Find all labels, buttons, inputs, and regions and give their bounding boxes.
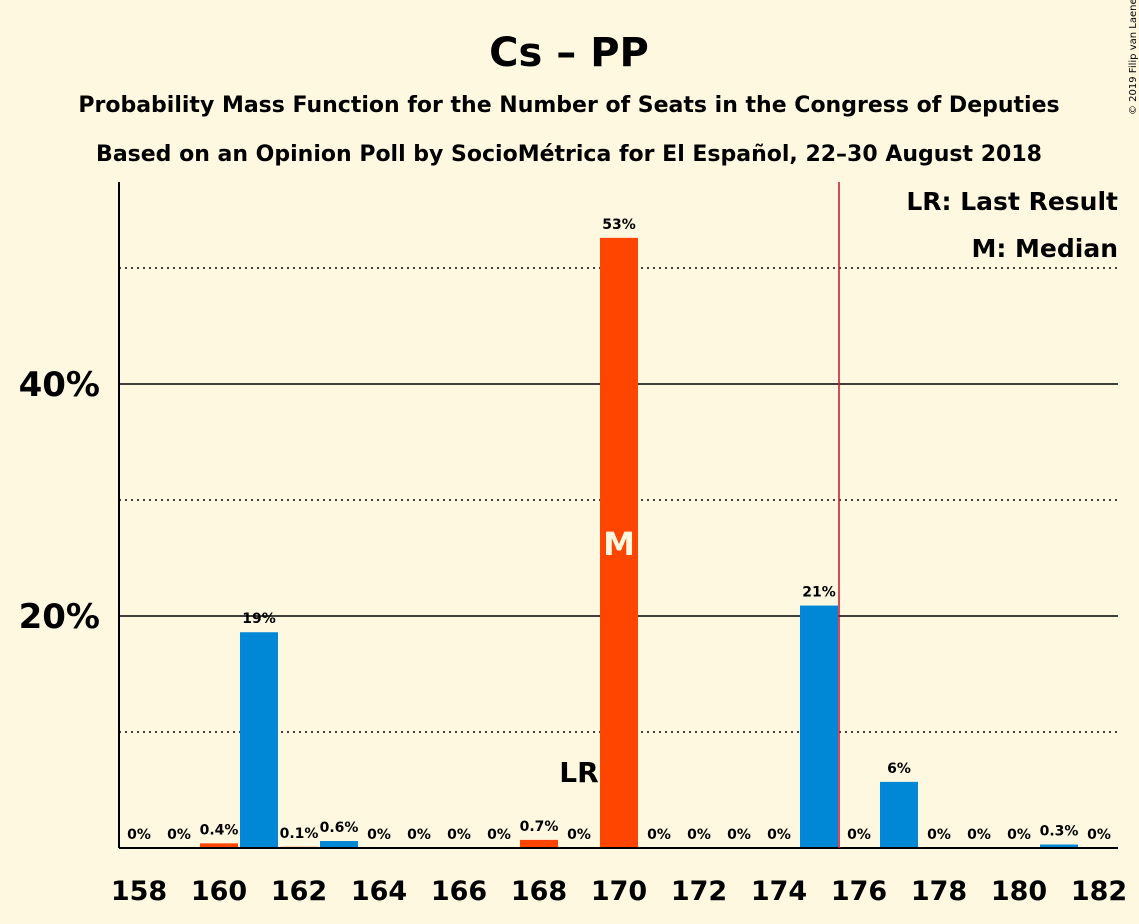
x-tick-176: 176: [831, 876, 887, 907]
value-label-166: 0%: [447, 827, 471, 843]
x-tick-172: 172: [671, 876, 727, 907]
bar-161: [240, 632, 278, 848]
axes: [118, 182, 1118, 849]
x-tick-180: 180: [991, 876, 1047, 907]
legend-median: M: Median: [971, 234, 1118, 263]
legend-last-result: LR: Last Result: [906, 187, 1118, 216]
value-label-165: 0%: [407, 827, 431, 843]
value-label-169: 0%: [567, 827, 591, 843]
copyright-notice: © 2019 Filip van Laenen: [1128, 0, 1139, 115]
value-label-158: 0%: [127, 827, 151, 843]
value-label-171: 0%: [647, 827, 671, 843]
value-label-168: 0.7%: [520, 819, 559, 835]
x-tick-162: 162: [271, 876, 327, 907]
y-tick-40: 40%: [19, 365, 100, 405]
last-result-marker: LR: [559, 756, 598, 789]
x-tick-174: 174: [751, 876, 807, 907]
x-tick-170: 170: [591, 876, 647, 907]
median-marker: M: [603, 525, 635, 563]
value-label-179: 0%: [967, 827, 991, 843]
y-tick-labels: 20% 40%: [19, 365, 100, 637]
value-label-182: 0%: [1087, 827, 1111, 843]
bar-170: [600, 237, 638, 849]
chart-subtitle-line1: Probability Mass Function for the Number…: [78, 93, 1059, 118]
value-label-177: 6%: [887, 761, 911, 777]
chart-subtitle-line2: Based on an Opinion Poll by SocioMétrica…: [96, 142, 1042, 167]
bar-168: [520, 839, 558, 848]
x-tick-168: 168: [511, 876, 567, 907]
x-tick-labels: 158 160 162 164 166 168 170 172 174 176 178 180 182: [111, 876, 1127, 907]
bar-163: [320, 841, 358, 848]
bar-177: [880, 781, 918, 848]
value-label-163: 0.6%: [320, 820, 359, 836]
value-label-161: 19%: [242, 611, 276, 627]
value-label-159: 0%: [167, 827, 191, 843]
bar-181: [1040, 844, 1078, 848]
bar-160: [200, 843, 238, 848]
x-tick-178: 178: [911, 876, 967, 907]
chart-title: Cs – PP: [489, 30, 649, 76]
x-tick-160: 160: [191, 876, 247, 907]
bars: [200, 237, 1078, 849]
x-tick-166: 166: [431, 876, 487, 907]
x-tick-158: 158: [111, 876, 167, 907]
x-tick-182: 182: [1071, 876, 1127, 907]
value-label-164: 0%: [367, 827, 391, 843]
value-label-167: 0%: [487, 827, 511, 843]
value-label-162: 0.1%: [280, 826, 319, 842]
value-label-170: 53%: [602, 217, 636, 233]
value-label-181: 0.3%: [1040, 824, 1079, 840]
value-labels: 0% 0% 0.4% 19% 0.1% 0.6% 0% 0% 0% 0% 0.7% 0% 53% 0% 0%…: [127, 217, 1111, 843]
value-label-178: 0%: [927, 827, 951, 843]
value-label-176: 0%: [847, 827, 871, 843]
value-label-174: 0%: [767, 827, 791, 843]
value-label-172: 0%: [687, 827, 711, 843]
value-label-173: 0%: [727, 827, 751, 843]
y-tick-20: 20%: [19, 597, 100, 637]
value-label-175: 21%: [802, 585, 836, 601]
value-label-160: 0.4%: [200, 822, 239, 838]
value-label-180: 0%: [1007, 827, 1031, 843]
bar-175: [800, 605, 838, 848]
x-tick-164: 164: [351, 876, 407, 907]
